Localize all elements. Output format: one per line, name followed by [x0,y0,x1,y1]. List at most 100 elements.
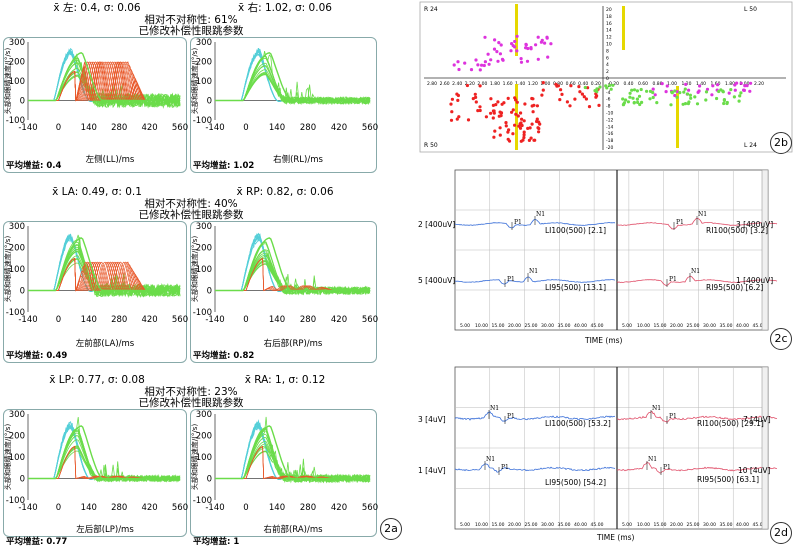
n1-label: N1 [486,456,495,463]
magenta-point [499,43,503,47]
scatter-y-tick: 4 [606,62,609,68]
green-point [704,98,708,102]
gain-value: 0.82 [233,351,255,361]
time-tick: 45.00 [753,323,766,329]
magenta-point [716,83,720,87]
scatter-x-tick: 2.20 [754,81,764,87]
code-2d-left-2: LI95(500) [54.2] [545,478,607,487]
magenta-point [515,49,519,53]
time-tick: 20.00 [670,323,683,329]
scatter-y-tick: 16 [606,21,612,27]
magenta-point [733,83,737,87]
waveform-trace [616,461,777,474]
red-point [558,98,562,102]
y-tick-label: 200 [9,244,25,254]
x-tick-label: 420 [141,503,157,513]
xlabel-RA: 右前部(RA)/ms [263,525,323,535]
green-point [675,95,679,99]
scatter-x-tick: 2.80 [427,81,437,87]
red-point [519,111,523,115]
waveform-trace [454,463,616,473]
green-point [595,87,599,91]
scatter-x-tick: 2.40 [452,81,462,87]
magenta-point [510,42,514,46]
plot-frame-RL [190,37,377,173]
scatter-x-tick: 2.00 [739,81,749,87]
green-point [605,86,609,90]
magenta-point [493,38,497,42]
green-point [628,95,632,99]
p1-label: P1 [501,464,509,471]
yellow-marker [515,4,518,56]
magenta-point [524,43,528,47]
red-point [565,100,570,104]
red-point [492,135,496,139]
red-point [584,97,589,101]
magenta-point [513,39,517,44]
scatter-x-tick: 1.40 [696,81,706,87]
stats-left-1: x̄ 左: 0.4, σ: 0.06 [53,2,141,14]
time-tick: 10.00 [475,323,488,329]
xlabel-LP: 左后部(LP)/ms [76,525,134,535]
x-tick-label: 280 [111,123,127,133]
green-point [645,89,649,93]
y-axis-label: 头部和眼睛速度/(°/s) [190,236,199,303]
scrollbar [761,366,769,530]
green-point [721,89,725,93]
magenta-point [482,63,486,68]
magenta-point [476,63,480,67]
label-2c-left-1: 2 [400uV] [418,220,456,229]
time-tick: 5.00 [460,522,470,528]
magenta-point [673,93,677,98]
x-tick-label: 420 [331,315,347,325]
code-2c-left-1: LI100(500) [2.1] [545,226,607,235]
scatter-x-tick: 0.80 [652,81,662,87]
p1-label: P1 [669,276,677,283]
stats-right-1: x̄ 右: 1.02, σ: 0.06 [238,2,332,14]
y-tick-label: 200 [196,432,212,442]
scatter-x-tick: 2.60 [440,81,450,87]
red-point [492,109,496,113]
green-point [739,91,743,95]
magenta-point [529,47,533,51]
red-point [578,90,582,94]
p1-label: P1 [663,464,671,471]
waveform-trace [454,276,616,285]
red-point [499,111,504,115]
magenta-point [483,60,487,64]
y-tick-label: 0 [20,475,25,485]
magenta-point [664,90,668,94]
label-2d-right-2: 10 [4uV] [738,466,771,475]
red-point [560,92,564,96]
magenta-point [519,60,524,64]
green-point [737,99,741,103]
green-point [683,87,687,91]
green-point [635,89,640,93]
red-point [527,138,532,142]
red-point [573,97,577,101]
red-point [500,102,504,106]
scatter-x-tick: 1.60 [710,81,720,87]
magenta-point [543,41,547,45]
magenta-point [745,84,749,88]
green-point [636,100,640,104]
green-point [655,101,659,105]
scatter-x-tick: 1.40 [515,81,525,87]
xlabel-2c: TIME (ms) [585,336,623,345]
y-tick-label: -100 [6,116,25,126]
label-2d-left-2: 1 [4uV] [418,466,446,475]
y-tick-label: 300 [196,38,212,48]
magenta-point [651,87,655,91]
red-point [511,132,515,136]
y-tick-label: 0 [20,97,25,107]
corner-br: L 24 [744,142,757,149]
magenta-point [710,93,714,97]
red-point [449,118,454,122]
x-tick-label: 420 [141,123,157,133]
green-point [704,90,709,94]
red-point [450,110,454,114]
scatter-y-tick: 10 [606,42,612,48]
magenta-point [549,42,553,46]
scatter-y-tick: 0 [606,76,609,82]
magenta-point [660,82,664,86]
